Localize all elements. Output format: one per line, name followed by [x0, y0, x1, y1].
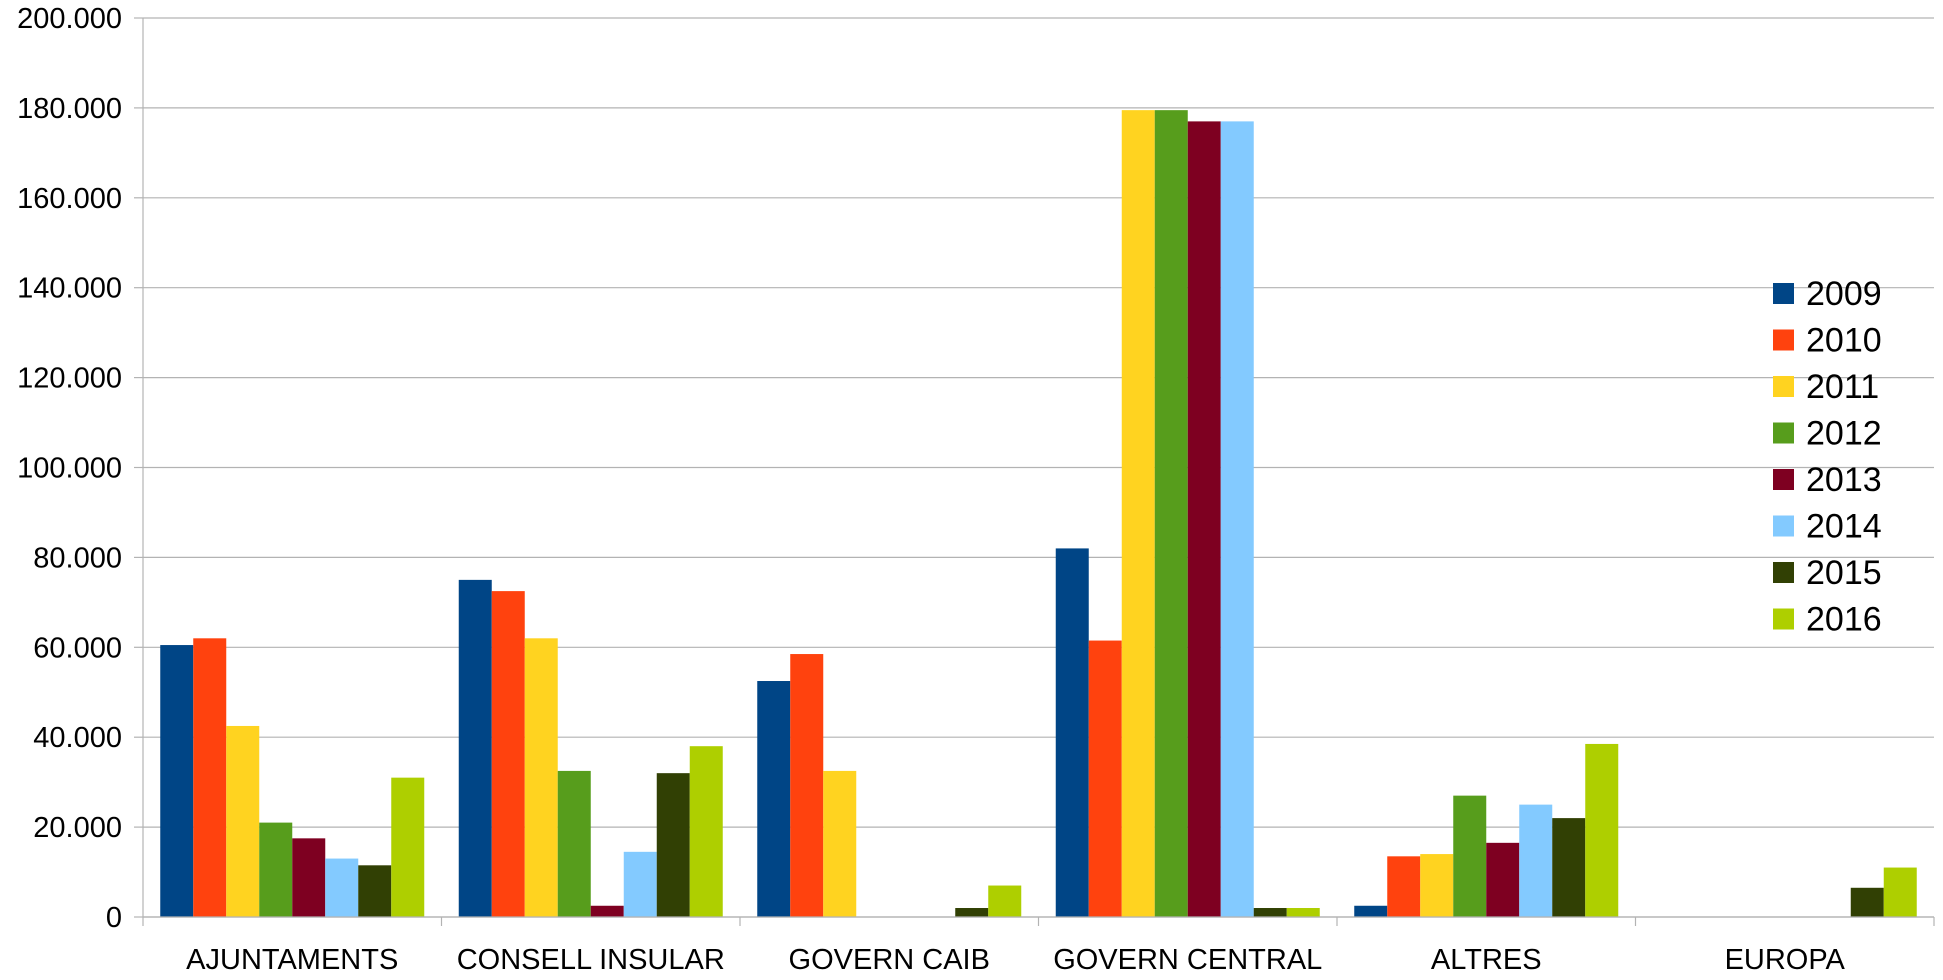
bar-2012-4 [1453, 795, 1487, 917]
bar-2010-2 [790, 654, 824, 917]
legend-label: 2010 [1806, 322, 1882, 360]
bar-2011-0 [226, 725, 260, 917]
legend-swatch [1773, 469, 1794, 490]
bar-2011-1 [524, 638, 558, 917]
legend-label: 2011 [1806, 368, 1879, 406]
bar-2014-0 [325, 858, 359, 917]
bar-2012-1 [557, 770, 591, 917]
bar-2012-0 [259, 822, 293, 917]
legend-label: 2013 [1806, 461, 1882, 499]
bar-2009-0 [160, 645, 194, 917]
bar-2013-1 [590, 905, 624, 917]
legend-swatch [1773, 283, 1794, 304]
bar-2011-3 [1121, 110, 1155, 917]
bar-2009-1 [458, 579, 492, 917]
legend-swatch [1773, 329, 1794, 351]
y-tick-label: 100.000 [17, 453, 122, 485]
bar-2015-5 [1850, 887, 1884, 917]
bar-2016-2 [988, 885, 1022, 917]
bar-2016-4 [1585, 743, 1619, 917]
bar-2015-0 [358, 865, 392, 917]
bar-2009-3 [1055, 548, 1089, 917]
y-tick-label: 0 [106, 902, 122, 934]
bar-2016-1 [689, 746, 723, 917]
legend-label: 2009 [1806, 275, 1882, 313]
bar-2011-2 [823, 770, 857, 917]
x-category-label: AJUNTAMENTS [186, 944, 398, 975]
x-category-label: CONSELL INSULAR [457, 944, 725, 975]
x-axis: AJUNTAMENTS CONSELL INSULAR GOVERN CAIB GOV… [142, 916, 1935, 976]
bars [160, 110, 1917, 917]
bar-2010-0 [193, 638, 227, 917]
bar-2015-3 [1253, 908, 1287, 917]
x-category-label: GOVERN CAIB [789, 944, 990, 975]
bar-2012-3 [1154, 110, 1188, 917]
legend: 2009 2010 2011 2012 2013 2014 2015 2016 [1773, 275, 1882, 639]
y-tick-label: 120.000 [17, 363, 122, 395]
x-category-label: EUROPA [1725, 944, 1846, 975]
bar-2011-4 [1420, 854, 1454, 917]
legend-swatch [1773, 515, 1794, 537]
bar-2015-4 [1552, 818, 1586, 917]
legend-swatch [1773, 376, 1794, 397]
legend-swatch [1773, 422, 1794, 444]
legend-swatch [1773, 562, 1794, 583]
bar-2010-3 [1088, 640, 1122, 917]
bar-2013-0 [292, 838, 326, 917]
x-category-label: ALTRES [1431, 944, 1542, 975]
y-tick-label: 200.000 [17, 3, 122, 35]
gridlines [143, 17, 1934, 918]
bar-2014-3 [1220, 121, 1254, 917]
bar-2013-3 [1187, 121, 1221, 917]
bar-2016-3 [1286, 908, 1320, 917]
legend-label: 2012 [1806, 415, 1882, 453]
x-category-label: GOVERN CENTRAL [1053, 944, 1322, 975]
y-tick-label: 40.000 [33, 722, 122, 754]
y-tick-label: 160.000 [17, 183, 122, 215]
y-tick-label: 140.000 [17, 273, 122, 305]
bar-2010-4 [1387, 856, 1421, 917]
bar-2013-4 [1486, 842, 1520, 917]
bar-2009-4 [1354, 905, 1388, 917]
bar-2014-4 [1519, 804, 1553, 917]
legend-label: 2014 [1806, 508, 1882, 546]
y-axis: 0 20.000 40.000 60.000 80.000 100.000 120.000 1… [17, 3, 144, 934]
bar-2010-1 [491, 591, 525, 917]
legend-label: 2015 [1806, 554, 1882, 592]
bar-2014-1 [623, 851, 657, 917]
bar-2009-2 [757, 681, 791, 917]
y-tick-label: 60.000 [33, 632, 122, 664]
y-tick-label: 80.000 [33, 542, 122, 574]
bar-2016-0 [391, 777, 425, 917]
bar-2015-2 [955, 908, 989, 917]
bar-2016-5 [1883, 867, 1917, 917]
bar-2015-1 [656, 773, 690, 917]
legend-label: 2016 [1806, 601, 1882, 639]
y-tick-label: 180.000 [17, 93, 122, 125]
legend-swatch [1773, 608, 1794, 630]
y-tick-label: 20.000 [33, 812, 122, 844]
